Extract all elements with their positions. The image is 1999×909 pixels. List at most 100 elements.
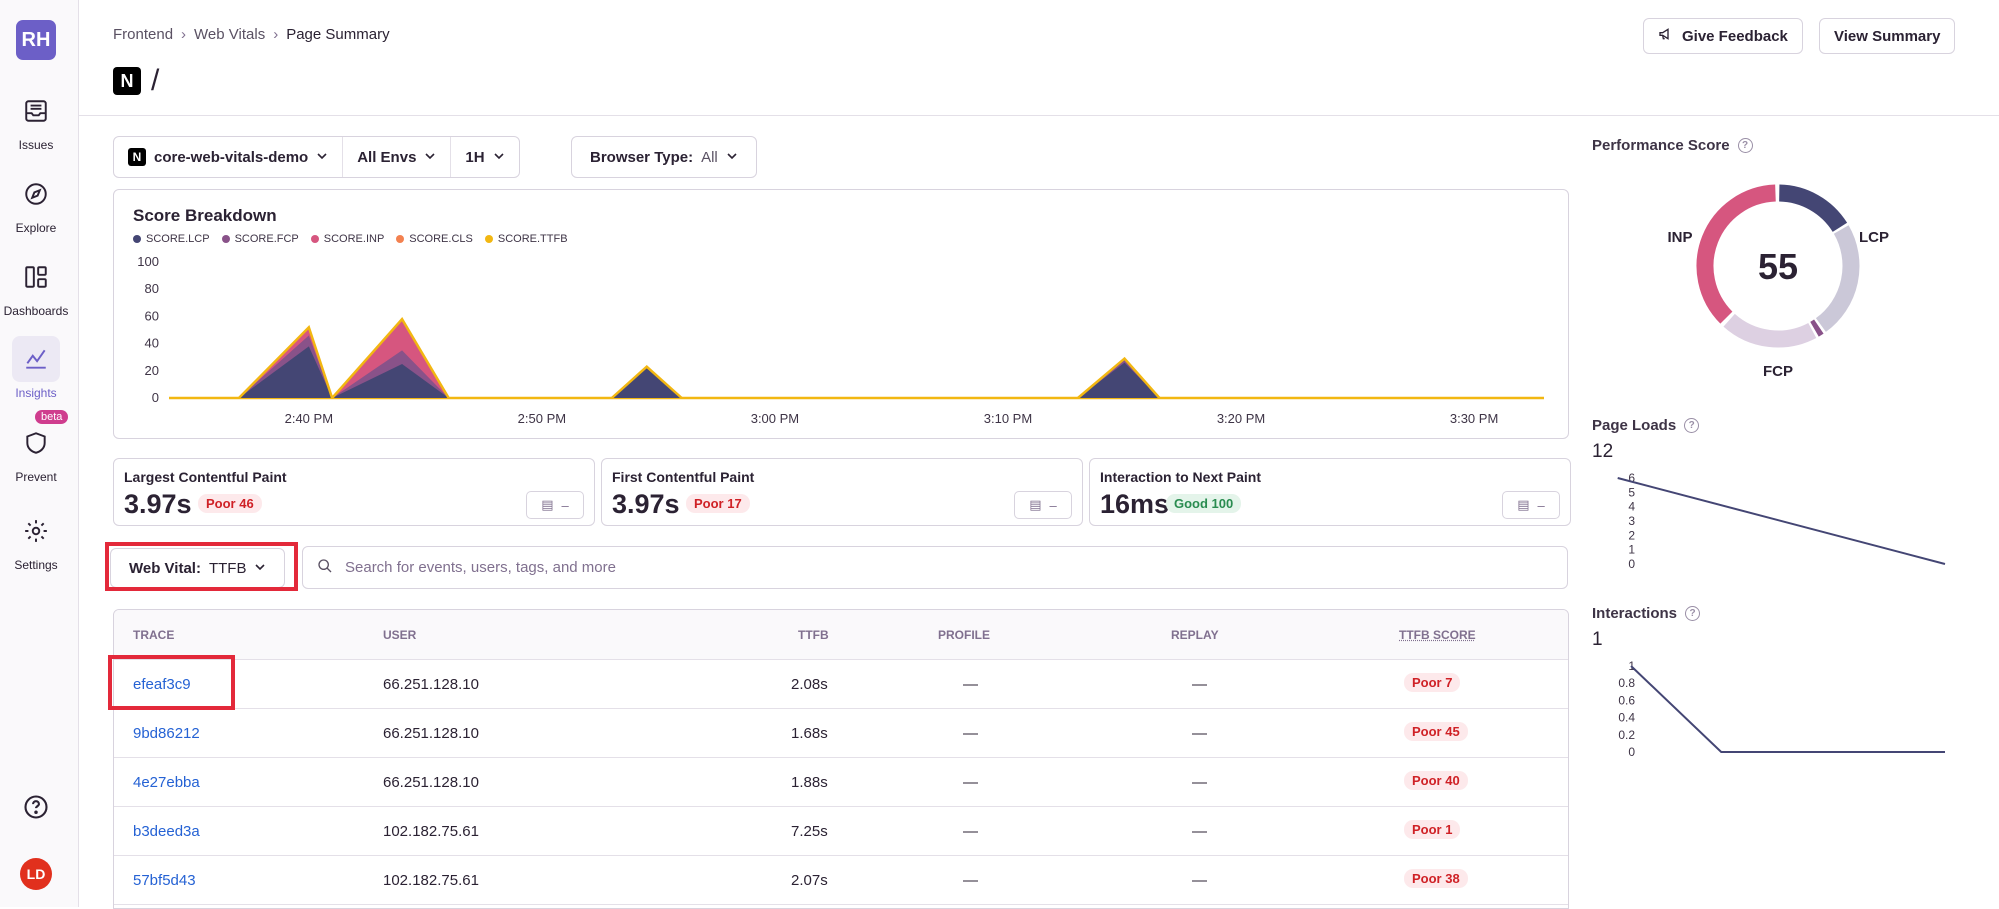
- samples-table: TRACE USER TTFB PROFILE REPLAY TTFB SCOR…: [113, 609, 1569, 909]
- series-lcp-area: [611, 368, 682, 398]
- project-selector[interactable]: N core-web-vitals-demo: [114, 137, 344, 177]
- legend-dot: [484, 235, 493, 243]
- interactions-chart: 10.80.60.40.20: [1618, 659, 1945, 758]
- trace-link[interactable]: 57bf5d43: [133, 872, 196, 889]
- question-icon[interactable]: ?: [1684, 418, 1700, 433]
- view-summary-button[interactable]: View Summary: [1819, 18, 1956, 54]
- dashboard-icon: [12, 254, 60, 300]
- open-in-explore-button[interactable]: ▤ –: [1502, 491, 1560, 519]
- user-cell: 66.251.128.10: [383, 725, 479, 742]
- open-in-explore-button[interactable]: ▤ –: [1014, 491, 1072, 519]
- replay-cell: —: [1192, 676, 1207, 693]
- sidebar-item-explore[interactable]: Explore: [0, 171, 72, 235]
- legend-item[interactable]: SCORE.FCP: [221, 233, 299, 245]
- x-tick-label: 3:10 PM: [984, 411, 1032, 426]
- series-lcp-area: [332, 364, 449, 398]
- chevron-down-icon: [493, 149, 505, 166]
- sidebar-item-insights[interactable]: Insights: [0, 336, 72, 400]
- question-icon[interactable]: ?: [1685, 606, 1701, 621]
- page-title: N /: [113, 64, 159, 98]
- profile-cell: —: [963, 725, 978, 742]
- compass-icon: [12, 171, 60, 217]
- profile-cell: —: [963, 676, 978, 693]
- sidebar-item-dashboards[interactable]: Dashboards: [0, 254, 72, 318]
- profile-cell: —: [963, 823, 978, 840]
- ring-segment-fcp[interactable]: [1723, 313, 1817, 348]
- interactions-label: Interactions: [1592, 605, 1678, 622]
- legend-item[interactable]: SCORE.CLS: [396, 233, 473, 245]
- sidebar-item-label: Prevent: [15, 470, 57, 484]
- beta-badge: beta: [35, 410, 69, 424]
- ring-segment-lcp-track[interactable]: [1815, 225, 1860, 332]
- metric-card-inp[interactable]: Interaction to Next Paint 16ms Good 100 …: [1089, 458, 1571, 526]
- page-loads-value: 12: [1592, 441, 1614, 462]
- legend-label: SCORE.INP: [323, 233, 385, 245]
- storage-icon: ▤: [1029, 497, 1042, 512]
- chevron-down-icon: [424, 149, 436, 166]
- environment-selector[interactable]: All Envs: [343, 137, 452, 177]
- help-icon[interactable]: [22, 793, 50, 826]
- metric-label: First Contentful Paint: [612, 469, 755, 485]
- date-range-selector[interactable]: 1H: [451, 137, 518, 177]
- give-feedback-button[interactable]: Give Feedback: [1643, 18, 1803, 54]
- open-in-explore-button[interactable]: ▤ –: [526, 491, 584, 519]
- column-header-ttfb-score[interactable]: TTFB SCORE: [1399, 628, 1476, 642]
- column-header-replay[interactable]: REPLAY: [1171, 628, 1219, 642]
- metric-card-lcp[interactable]: Largest Contentful Paint 3.97s Poor 46 ▤…: [113, 458, 595, 526]
- ttfb-cell: 7.25s: [791, 823, 828, 840]
- status-badge: Good 100: [1166, 494, 1242, 513]
- table-header: TRACE USER TTFB PROFILE REPLAY TTFB SCOR…: [114, 610, 1568, 660]
- replay-cell: —: [1192, 774, 1207, 791]
- user-cell: 66.251.128.10: [383, 774, 479, 791]
- trace-link[interactable]: efeaf3c9: [133, 676, 191, 693]
- ring-segment-inp[interactable]: [1696, 184, 1776, 324]
- profile-cell: —: [963, 774, 978, 791]
- nextjs-icon: N: [113, 67, 141, 95]
- column-header-user[interactable]: USER: [383, 628, 417, 642]
- org-logo[interactable]: RH: [16, 20, 56, 60]
- legend-item[interactable]: SCORE.LCP: [133, 233, 210, 245]
- trace-link[interactable]: 9bd86212: [133, 725, 200, 742]
- column-header-ttfb[interactable]: TTFB: [798, 628, 829, 642]
- sidebar-item-issues[interactable]: Issues: [0, 88, 72, 152]
- breadcrumb-web-vitals[interactable]: Web Vitals: [194, 26, 266, 43]
- legend-label: SCORE.FCP: [234, 233, 299, 245]
- sidebar-item-settings[interactable]: Settings: [0, 508, 72, 572]
- column-header-profile[interactable]: PROFILE: [938, 628, 991, 642]
- metric-card-fcp[interactable]: First Contentful Paint 3.97s Poor 17 ▤ –: [601, 458, 1083, 526]
- performance-score-ring[interactable]: 55 INP LCP FCP: [1628, 168, 1928, 388]
- trace-link[interactable]: 4e27ebba: [133, 774, 200, 791]
- y-tick-label: 3: [1628, 514, 1635, 528]
- sidebar-item-prevent[interactable]: Prevent: [0, 420, 72, 484]
- ring-label-inp: INP: [1667, 229, 1692, 246]
- table-row: 57bf5d43 102.182.75.61 2.07s — — Poor 38: [114, 856, 1568, 905]
- ttfb-cell: 1.68s: [791, 725, 828, 742]
- web-vital-value: TTFB: [208, 559, 247, 577]
- column-header-trace[interactable]: TRACE: [133, 628, 175, 642]
- chevron-right-icon: ›: [273, 26, 279, 43]
- breadcrumb: Frontend › Web Vitals › Page Summary: [113, 26, 390, 43]
- button-dash: –: [1049, 497, 1057, 513]
- series-ttfb-line: [331, 317, 450, 399]
- question-icon[interactable]: ?: [1737, 138, 1753, 153]
- trace-link[interactable]: b3deed3a: [133, 823, 200, 840]
- table-row: efeaf3c9 66.251.128.10 2.08s — — Poor 7: [114, 660, 1568, 709]
- web-vital-label: Web Vital:: [129, 559, 201, 577]
- metric-label: Interaction to Next Paint: [1100, 469, 1262, 485]
- search-input[interactable]: Search for events, users, tags, and more: [302, 546, 1568, 589]
- y-tick-label: 0: [1628, 745, 1635, 758]
- legend-item[interactable]: SCORE.TTFB: [484, 233, 568, 245]
- browser-type-value: All: [701, 148, 718, 166]
- breadcrumb-frontend[interactable]: Frontend: [113, 26, 174, 43]
- user-avatar[interactable]: LD: [20, 858, 52, 890]
- ring-segment-cls[interactable]: [1810, 319, 1824, 337]
- user-cell: 66.251.128.10: [383, 676, 479, 693]
- ring-segment-lcp[interactable]: [1778, 184, 1848, 233]
- y-tick-label: 20: [145, 363, 159, 378]
- x-tick-label: 3:30 PM: [1450, 411, 1498, 426]
- legend-item[interactable]: SCORE.INP: [310, 233, 385, 245]
- x-tick-label: 3:00 PM: [751, 411, 799, 426]
- nextjs-icon: N: [128, 148, 146, 166]
- browser-type-selector[interactable]: Browser Type: All: [571, 136, 757, 178]
